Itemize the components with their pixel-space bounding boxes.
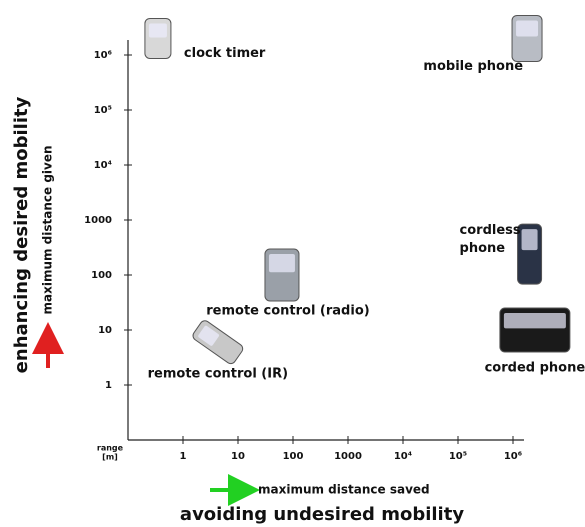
chart: range [m] enhancing desired mobility max… — [0, 0, 585, 527]
device-icon — [518, 224, 542, 284]
point-label-line: phone — [460, 241, 506, 256]
x-subtitle: maximum distance saved — [258, 483, 430, 497]
x-tick-label: 10 — [231, 451, 245, 462]
point-label: remote control (IR) — [148, 367, 288, 382]
y-tick-label: 10⁵ — [94, 105, 112, 116]
x-tick-label: 10⁵ — [449, 451, 467, 462]
device-icon — [265, 249, 299, 301]
device-icon — [191, 319, 245, 366]
y-tick-label: 100 — [91, 270, 112, 281]
x-title: avoiding undesired mobility — [180, 504, 464, 525]
device-face — [516, 20, 538, 36]
device-body — [191, 319, 245, 366]
device-icon — [145, 18, 171, 58]
device-face — [504, 313, 566, 328]
y-tick-label: 1 — [105, 380, 112, 391]
x-tick-label: 10⁴ — [394, 451, 412, 462]
y-title: enhancing desired mobility — [11, 96, 32, 373]
point-label: corded phone — [485, 361, 585, 376]
device-face — [149, 23, 167, 37]
range-label: range — [97, 444, 124, 453]
y-tick-label: 10 — [98, 325, 112, 336]
device-face — [522, 229, 538, 250]
y-tick-label: 10⁶ — [94, 50, 112, 61]
point-label: mobile phone — [423, 59, 523, 74]
device-icon — [500, 308, 570, 352]
x-tick-label: 1000 — [334, 451, 362, 462]
point-label: remote control (radio) — [206, 304, 369, 319]
y-tick-label: 1000 — [84, 215, 112, 226]
device-face — [269, 254, 295, 272]
x-tick-label: 100 — [283, 451, 304, 462]
point-label: clock timer — [184, 46, 266, 61]
unit-label: [m] — [102, 453, 118, 462]
device-icon — [512, 15, 542, 61]
x-tick-label: 10⁶ — [504, 451, 522, 462]
y-tick-label: 10⁴ — [94, 160, 112, 171]
point-label-line: cordless — [460, 223, 521, 238]
y-subtitle: maximum distance given — [41, 145, 55, 314]
x-tick-label: 1 — [180, 451, 187, 462]
point-label: cordless phone — [460, 223, 521, 256]
